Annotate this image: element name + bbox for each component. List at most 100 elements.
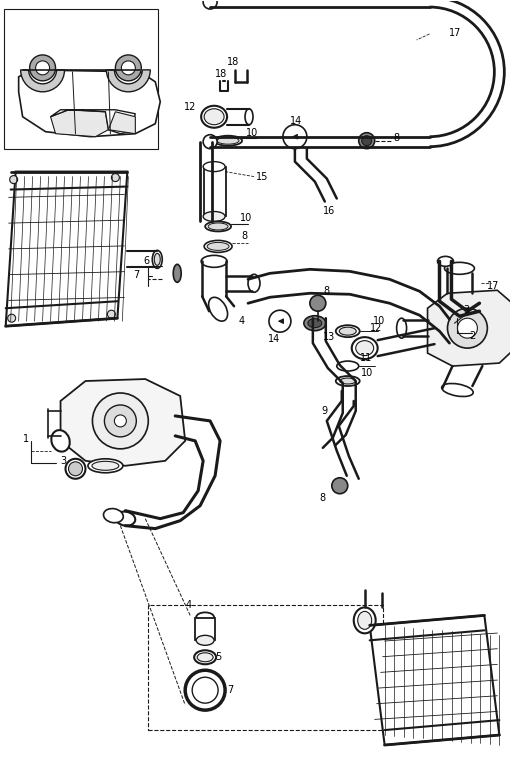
Ellipse shape bbox=[208, 223, 228, 230]
Text: 3: 3 bbox=[60, 456, 66, 465]
Ellipse shape bbox=[217, 137, 239, 144]
Ellipse shape bbox=[336, 325, 360, 337]
Bar bbox=[148, 605, 383, 730]
Ellipse shape bbox=[51, 430, 70, 451]
Bar bbox=[204, 166, 226, 216]
Text: 17: 17 bbox=[449, 28, 461, 38]
Text: 17: 17 bbox=[487, 281, 500, 291]
Ellipse shape bbox=[201, 105, 227, 128]
Text: 10: 10 bbox=[240, 213, 252, 223]
Ellipse shape bbox=[248, 274, 260, 292]
Ellipse shape bbox=[304, 316, 326, 330]
Circle shape bbox=[104, 405, 136, 437]
Ellipse shape bbox=[203, 212, 225, 222]
Ellipse shape bbox=[308, 319, 322, 328]
Text: 2: 2 bbox=[470, 331, 476, 341]
Circle shape bbox=[92, 393, 148, 449]
Circle shape bbox=[310, 295, 326, 311]
Ellipse shape bbox=[245, 109, 253, 125]
Circle shape bbox=[269, 310, 291, 332]
Polygon shape bbox=[60, 379, 185, 465]
Ellipse shape bbox=[358, 612, 371, 629]
Text: 18: 18 bbox=[215, 69, 227, 79]
Circle shape bbox=[107, 310, 115, 318]
Ellipse shape bbox=[196, 612, 214, 622]
Ellipse shape bbox=[203, 162, 225, 172]
Ellipse shape bbox=[437, 256, 453, 266]
Ellipse shape bbox=[359, 133, 375, 148]
Ellipse shape bbox=[444, 319, 451, 337]
Polygon shape bbox=[369, 615, 499, 745]
Polygon shape bbox=[108, 112, 135, 134]
Text: 4: 4 bbox=[239, 316, 245, 326]
Text: 6: 6 bbox=[143, 256, 149, 266]
Ellipse shape bbox=[352, 337, 378, 359]
Wedge shape bbox=[20, 70, 64, 92]
Circle shape bbox=[332, 478, 348, 494]
Text: 12: 12 bbox=[369, 323, 382, 333]
Text: 10: 10 bbox=[373, 316, 385, 326]
Ellipse shape bbox=[214, 136, 242, 146]
Text: 10: 10 bbox=[246, 128, 258, 137]
Text: 14: 14 bbox=[290, 116, 302, 126]
Text: 8: 8 bbox=[320, 493, 326, 503]
Ellipse shape bbox=[173, 264, 181, 282]
Text: 8: 8 bbox=[324, 287, 330, 296]
Circle shape bbox=[36, 61, 50, 75]
Text: 14: 14 bbox=[268, 334, 280, 344]
Circle shape bbox=[10, 176, 18, 184]
Ellipse shape bbox=[194, 651, 216, 665]
Ellipse shape bbox=[197, 653, 213, 662]
Ellipse shape bbox=[92, 462, 119, 470]
Bar bbox=[4, 9, 158, 148]
Ellipse shape bbox=[104, 508, 123, 522]
Ellipse shape bbox=[152, 251, 162, 269]
Ellipse shape bbox=[337, 361, 359, 371]
Text: 7: 7 bbox=[133, 270, 140, 280]
Text: 9: 9 bbox=[322, 406, 328, 416]
Ellipse shape bbox=[356, 341, 374, 355]
Circle shape bbox=[8, 314, 16, 323]
Circle shape bbox=[114, 415, 126, 427]
Text: 12: 12 bbox=[184, 102, 197, 112]
Text: 18: 18 bbox=[227, 57, 239, 67]
Ellipse shape bbox=[339, 327, 356, 335]
Circle shape bbox=[457, 318, 477, 338]
Polygon shape bbox=[428, 291, 511, 366]
Circle shape bbox=[111, 173, 120, 181]
Circle shape bbox=[283, 125, 307, 148]
Ellipse shape bbox=[397, 318, 407, 338]
Ellipse shape bbox=[68, 462, 82, 476]
Text: 1: 1 bbox=[22, 434, 29, 444]
Polygon shape bbox=[18, 70, 160, 137]
Ellipse shape bbox=[340, 378, 356, 384]
Text: 8: 8 bbox=[241, 231, 247, 241]
Text: 7: 7 bbox=[227, 685, 234, 695]
Circle shape bbox=[115, 55, 142, 81]
Circle shape bbox=[122, 61, 135, 75]
Text: 4: 4 bbox=[185, 601, 191, 611]
Ellipse shape bbox=[441, 316, 454, 341]
Circle shape bbox=[185, 670, 225, 710]
Text: 11: 11 bbox=[360, 353, 372, 363]
Text: 13: 13 bbox=[323, 332, 335, 342]
Ellipse shape bbox=[354, 608, 376, 633]
Polygon shape bbox=[6, 172, 127, 326]
Ellipse shape bbox=[204, 109, 224, 125]
Ellipse shape bbox=[336, 376, 360, 386]
Text: 10: 10 bbox=[361, 368, 373, 378]
Ellipse shape bbox=[208, 298, 227, 321]
Polygon shape bbox=[51, 110, 108, 137]
Ellipse shape bbox=[196, 635, 214, 645]
Ellipse shape bbox=[154, 253, 160, 266]
Ellipse shape bbox=[88, 458, 123, 473]
Ellipse shape bbox=[203, 134, 217, 148]
Ellipse shape bbox=[362, 136, 371, 146]
Circle shape bbox=[448, 308, 487, 348]
Circle shape bbox=[192, 677, 218, 703]
Ellipse shape bbox=[115, 512, 135, 526]
Ellipse shape bbox=[203, 0, 217, 9]
Circle shape bbox=[30, 55, 56, 81]
Polygon shape bbox=[51, 110, 135, 134]
Text: 3: 3 bbox=[463, 305, 470, 316]
